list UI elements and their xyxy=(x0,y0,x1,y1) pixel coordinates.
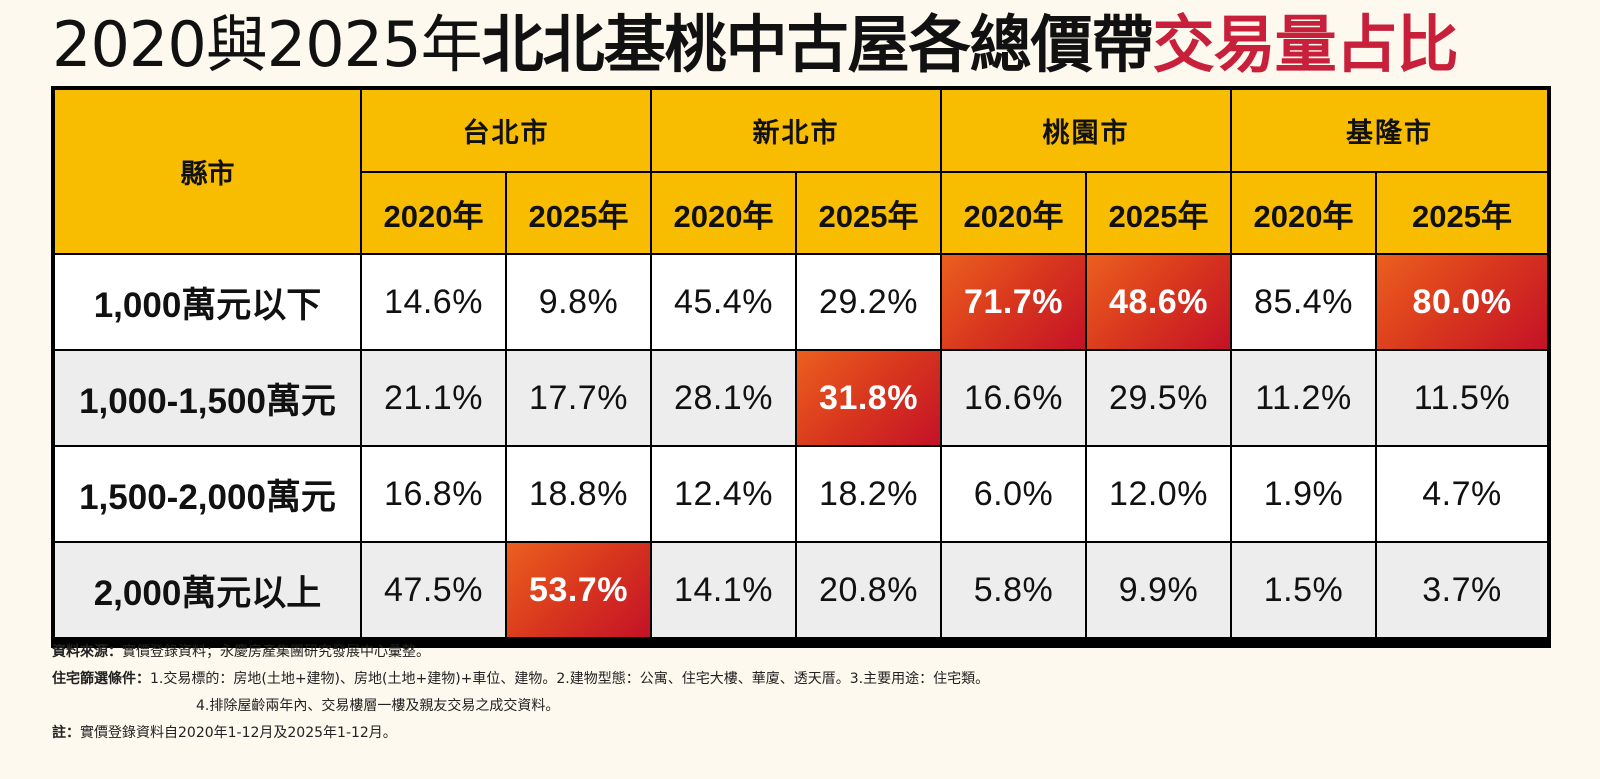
year-header: 2025年 xyxy=(797,173,940,253)
criteria-note-label: 住宅篩選條件： xyxy=(52,671,150,687)
share-cell: 1.5% xyxy=(1232,543,1375,637)
source-note-label: 資料來源： xyxy=(52,644,122,660)
share-cell: 3.7% xyxy=(1377,543,1547,637)
share-cell: 11.5% xyxy=(1377,351,1547,445)
year-header: 2020年 xyxy=(362,173,505,253)
share-cell: 16.8% xyxy=(362,447,505,541)
share-cell-highlight: 80.0% xyxy=(1377,255,1547,349)
share-cell: 21.1% xyxy=(362,351,505,445)
source-note-text: 實價登錄資料；永慶房產集團研究發展中心彙整。 xyxy=(122,644,430,660)
page-title: 2020與2025年北北基桃中古屋各總價帶交易量占比 xyxy=(52,4,1459,86)
price-band-label: 2,000萬元以上 xyxy=(55,543,360,637)
share-cell: 17.7% xyxy=(507,351,650,445)
share-cell: 6.0% xyxy=(942,447,1085,541)
share-cell: 9.8% xyxy=(507,255,650,349)
share-cell: 29.2% xyxy=(797,255,940,349)
year-header: 2020年 xyxy=(652,173,795,253)
share-cell: 45.4% xyxy=(652,255,795,349)
share-cell: 18.2% xyxy=(797,447,940,541)
share-cell: 14.6% xyxy=(362,255,505,349)
price-band-label: 1,000萬元以下 xyxy=(55,255,360,349)
share-cell: 20.8% xyxy=(797,543,940,637)
title-part-years: 2020與2025年 xyxy=(52,8,483,81)
title-part-subject: 北北基桃中古屋各總價帶 xyxy=(481,8,1154,81)
year-header: 2020年 xyxy=(942,173,1085,253)
year-header: 2025年 xyxy=(1377,173,1547,253)
share-cell: 12.0% xyxy=(1087,447,1230,541)
share-cell: 29.5% xyxy=(1087,351,1230,445)
city-header: 新北市 xyxy=(652,90,940,171)
criteria-note-continued: 4.排除屋齡兩年內、交易樓層一樓及親友交易之成交資料。 xyxy=(196,698,560,714)
share-cell: 85.4% xyxy=(1232,255,1375,349)
criteria-note: 住宅篩選條件：1.交易標的：房地(土地+建物)、房地(土地+建物)+車位、建物。… xyxy=(52,668,989,688)
share-cell: 18.8% xyxy=(507,447,650,541)
city-header: 桃園市 xyxy=(942,90,1230,171)
share-cell: 9.9% xyxy=(1087,543,1230,637)
title-part-highlight: 交易量占比 xyxy=(1152,8,1459,81)
city-header: 基隆市 xyxy=(1232,90,1547,171)
share-cell: 14.1% xyxy=(652,543,795,637)
share-cell: 16.6% xyxy=(942,351,1085,445)
share-cell: 4.7% xyxy=(1377,447,1547,541)
year-header: 2020年 xyxy=(1232,173,1375,253)
price-band-share-table: 縣市 台北市 新北市 桃園市 基隆市 2020年 2025年 2020年 2025年 2020年 2… xyxy=(51,86,1551,648)
share-cell: 12.4% xyxy=(652,447,795,541)
share-cell-highlight: 71.7% xyxy=(942,255,1085,349)
criteria-note-text: 1.交易標的：房地(土地+建物)、房地(土地+建物)+車位、建物。2.建物型態：… xyxy=(150,671,990,687)
county-header: 縣市 xyxy=(55,90,360,253)
share-cell: 1.9% xyxy=(1232,447,1375,541)
share-cell: 11.2% xyxy=(1232,351,1375,445)
year-header: 2025年 xyxy=(507,173,650,253)
share-cell: 5.8% xyxy=(942,543,1085,637)
city-header: 台北市 xyxy=(362,90,650,171)
share-cell: 28.1% xyxy=(652,351,795,445)
share-cell-highlight: 31.8% xyxy=(797,351,940,445)
share-cell: 47.5% xyxy=(362,543,505,637)
price-band-label: 1,500-2,000萬元 xyxy=(55,447,360,541)
share-cell-highlight: 53.7% xyxy=(507,543,650,637)
price-band-label: 1,000-1,500萬元 xyxy=(55,351,360,445)
share-cell-highlight: 48.6% xyxy=(1087,255,1230,349)
source-note: 資料來源：實價登錄資料；永慶房產集團研究發展中心彙整。 xyxy=(52,641,430,661)
year-header: 2025年 xyxy=(1087,173,1230,253)
remark-note-text: 實價登錄資料自2020年1-12月及2025年1-12月。 xyxy=(80,725,397,741)
remark-note-label: 註： xyxy=(52,725,80,741)
remark-note: 註：實價登錄資料自2020年1-12月及2025年1-12月。 xyxy=(52,722,397,742)
